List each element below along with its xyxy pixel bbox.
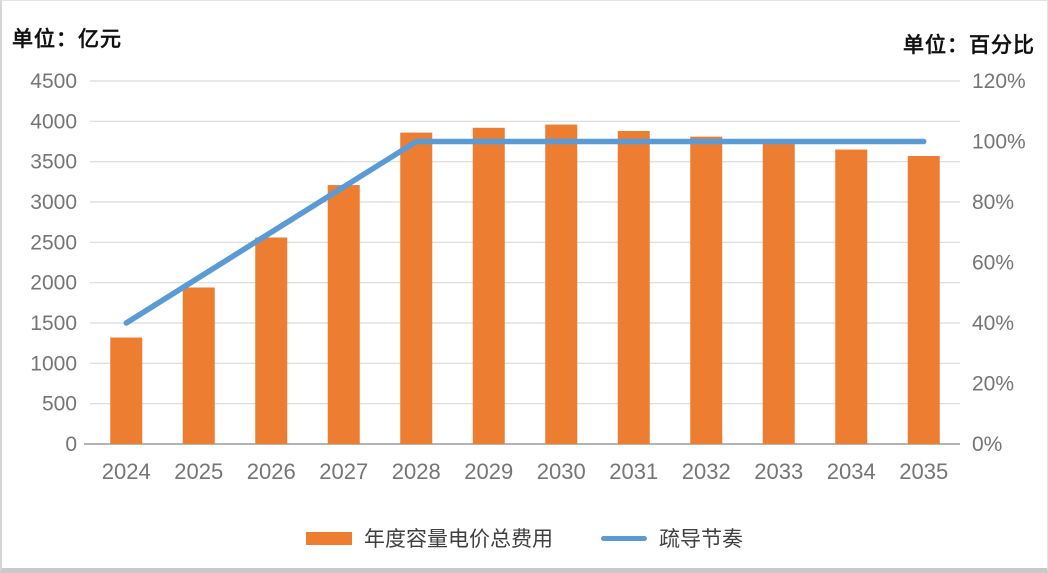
y-axis-tick-right: 20% <box>972 373 1014 396</box>
bar-2027 <box>327 185 360 444</box>
y-axis-tick-right: 120% <box>972 70 1026 93</box>
y-axis-tick-left: 0 <box>65 433 77 456</box>
left-axis-unit-label: 单位：亿元 <box>12 28 122 51</box>
bar-2034 <box>835 149 868 445</box>
y-axis-tick-left: 4500 <box>30 70 77 93</box>
bar-2029 <box>472 127 505 444</box>
bar-2030 <box>545 124 578 444</box>
y-axis-tick-right: 80% <box>972 191 1014 214</box>
bar-2025 <box>182 287 215 444</box>
bar-2031 <box>617 131 650 444</box>
y-axis-tick-left: 4000 <box>30 110 77 133</box>
x-axis-tick-2026: 2026 <box>247 459 296 484</box>
y-axis-tick-right: 0% <box>972 433 1002 456</box>
bar-2032 <box>690 136 723 444</box>
bar-series-swatch <box>306 531 352 545</box>
y-axis-tick-left: 2500 <box>30 231 77 254</box>
x-axis-tick-2029: 2029 <box>464 459 513 484</box>
x-axis-tick-2032: 2032 <box>682 459 731 484</box>
x-axis-tick-2028: 2028 <box>392 459 441 484</box>
x-axis-tick-2034: 2034 <box>827 459 876 484</box>
y-axis-tick-left: 500 <box>42 393 77 416</box>
x-axis-tick-2024: 2024 <box>102 459 151 484</box>
pace-line <box>123 138 927 326</box>
y-axis-tick-left: 1000 <box>30 352 77 375</box>
bar-2035 <box>907 156 940 444</box>
y-axis-tick-right: 40% <box>972 312 1014 335</box>
x-axis-tick-2033: 2033 <box>754 459 803 484</box>
y-axis-tick-left: 3000 <box>30 191 77 214</box>
x-axis-tick-2025: 2025 <box>174 459 223 484</box>
line-series-swatch <box>601 535 647 541</box>
x-axis-tick-2027: 2027 <box>319 459 368 484</box>
y-axis-tick-left: 2000 <box>30 272 77 295</box>
legend: 年度容量电价总费用 疏导节奏 <box>2 523 1047 553</box>
x-axis-tick-2035: 2035 <box>899 459 948 484</box>
bar-2026 <box>255 237 288 444</box>
y-axis-tick-right: 100% <box>972 131 1026 154</box>
bar-2033 <box>762 143 795 445</box>
y-axis-tick-right: 60% <box>972 252 1014 275</box>
y-axis-tick-left: 3500 <box>30 151 77 174</box>
line-series-legend-label: 疏导节奏 <box>659 528 743 551</box>
bar-2028 <box>400 132 433 445</box>
right-axis-unit-label: 单位：百分比 <box>903 34 1035 57</box>
y-axis-tick-left: 1500 <box>30 312 77 335</box>
legend-item-line-series: 疏导节奏 <box>601 523 743 553</box>
x-axis-tick-2031: 2031 <box>609 459 658 484</box>
bar-2024 <box>110 337 143 444</box>
bar-series-legend-label: 年度容量电价总费用 <box>364 528 553 551</box>
x-axis-tick-2030: 2030 <box>537 459 586 484</box>
legend-item-bar-series: 年度容量电价总费用 <box>306 523 553 553</box>
